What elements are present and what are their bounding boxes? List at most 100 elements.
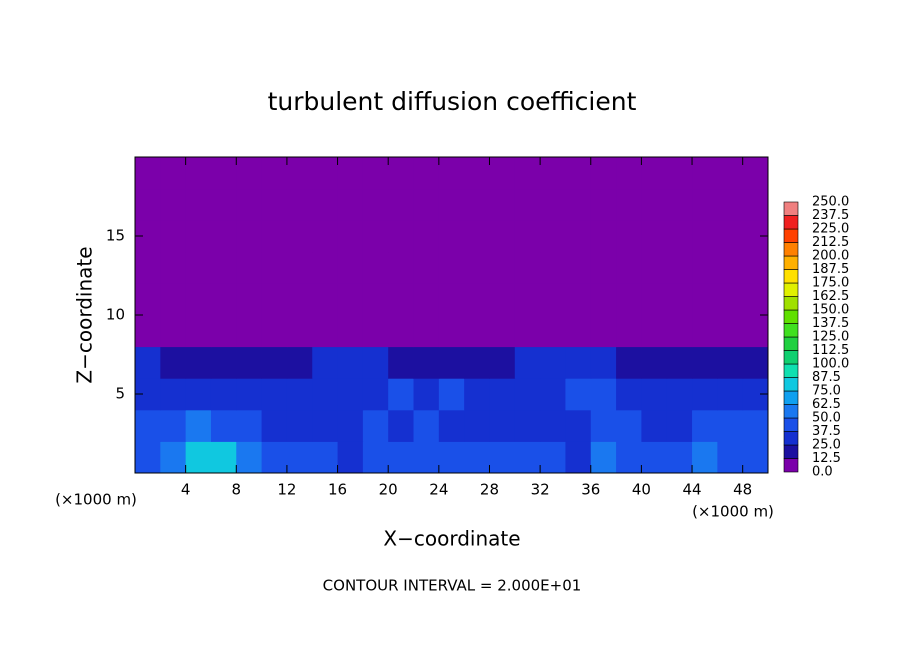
cell: [616, 346, 642, 379]
cell: [742, 315, 769, 348]
x-tick-label: 40: [632, 481, 651, 499]
cell: [337, 315, 364, 348]
cell: [210, 251, 237, 284]
cell: [540, 157, 566, 190]
colorbar-label: 225.0: [812, 222, 849, 237]
cell: [565, 378, 592, 411]
colorbar-box: [783, 323, 799, 338]
cell: [160, 441, 187, 474]
cell: [337, 283, 364, 316]
cell: [286, 441, 313, 474]
cell: [616, 283, 642, 316]
colorbar-label: 75.0: [812, 384, 841, 399]
cell: [717, 346, 744, 379]
cell: [438, 409, 465, 442]
colorbar-label: 125.0: [812, 330, 849, 345]
cell: [616, 251, 642, 284]
colorbar-label: 0.0: [812, 465, 833, 480]
cell: [540, 283, 566, 316]
cell: [388, 346, 415, 379]
cell: [438, 315, 465, 348]
cell: [717, 378, 744, 411]
cell: [742, 251, 769, 284]
colorbar-label: 162.5: [812, 289, 849, 304]
cell: [540, 220, 566, 253]
cell: [742, 157, 769, 190]
cell: [210, 409, 237, 442]
cell: [742, 409, 769, 442]
cell: [236, 251, 263, 284]
cell: [185, 378, 212, 411]
colorbar-box: [783, 431, 799, 446]
cell: [261, 346, 288, 379]
cell: [641, 315, 668, 348]
y-tick-label: 5: [115, 385, 125, 403]
cell: [362, 283, 389, 316]
cell: [565, 315, 592, 348]
colorbar-box: [783, 242, 799, 257]
cell: [717, 283, 744, 316]
cell: [312, 346, 339, 379]
cell: [565, 441, 592, 474]
cell: [514, 157, 541, 190]
x-tick-label: 48: [733, 481, 752, 499]
cell: [641, 220, 668, 253]
cell: [438, 251, 465, 284]
cell: [717, 251, 744, 284]
cell: [590, 378, 617, 411]
cell: [160, 188, 187, 221]
cell: [565, 188, 592, 221]
colorbar-box: [783, 458, 799, 473]
cell: [489, 220, 516, 253]
cell: [236, 346, 263, 379]
cell: [362, 220, 389, 253]
cell: [742, 283, 769, 316]
cell: [464, 441, 490, 474]
x-tick-label: 32: [531, 481, 550, 499]
cell: [236, 188, 263, 221]
cell: [261, 441, 288, 474]
cell: [692, 378, 718, 411]
cell: [286, 220, 313, 253]
cell: [540, 441, 566, 474]
cell: [210, 283, 237, 316]
cell: [388, 441, 415, 474]
colorbar-box: [783, 336, 799, 351]
cell: [261, 315, 288, 348]
cell: [362, 315, 389, 348]
cell: [666, 283, 693, 316]
cell: [236, 441, 263, 474]
cell: [641, 283, 668, 316]
cell: [540, 315, 566, 348]
colorbar-label: 137.5: [812, 316, 849, 331]
cell: [692, 188, 718, 221]
cell: [565, 283, 592, 316]
cell: [413, 251, 440, 284]
cell: [413, 283, 440, 316]
x-tick-label: 44: [682, 481, 701, 499]
cell: [312, 251, 339, 284]
cell: [514, 346, 541, 379]
cell: [413, 315, 440, 348]
cell: [135, 251, 161, 284]
cell: [388, 409, 415, 442]
cell: [590, 409, 617, 442]
cell: [312, 441, 339, 474]
colorbar-box: [783, 377, 799, 392]
cell: [185, 346, 212, 379]
cell: [438, 378, 465, 411]
cell: [210, 378, 237, 411]
cell: [135, 283, 161, 316]
colorbar-label: 175.0: [812, 276, 849, 291]
cell: [261, 220, 288, 253]
cell: [413, 409, 440, 442]
cell: [514, 188, 541, 221]
cell: [438, 441, 465, 474]
cell: [565, 251, 592, 284]
cell: [210, 346, 237, 379]
colorbar-box: [783, 296, 799, 311]
cell: [362, 251, 389, 284]
colorbar-box: [783, 444, 799, 459]
cell: [135, 441, 161, 474]
cell: [135, 157, 161, 190]
